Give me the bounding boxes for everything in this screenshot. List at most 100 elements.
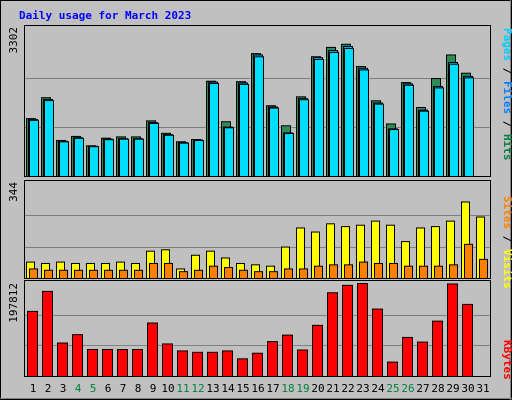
day-label: 2 bbox=[45, 382, 52, 395]
kbytes-panel: 197812 KBytes bbox=[7, 280, 512, 380]
pages-bar bbox=[164, 134, 174, 178]
sites-bar bbox=[194, 269, 203, 280]
pages-bar bbox=[104, 139, 114, 178]
kbytes-bar bbox=[282, 334, 293, 377]
pages-bar bbox=[389, 129, 399, 178]
files-legend: Files bbox=[501, 81, 512, 114]
pages-bar bbox=[329, 51, 339, 177]
kbytes-bar bbox=[252, 352, 263, 378]
pages-bar bbox=[299, 99, 309, 177]
day-label: 15 bbox=[236, 382, 249, 395]
kbytes-bar bbox=[402, 336, 413, 378]
day-label: 14 bbox=[221, 382, 235, 395]
sites-bar bbox=[134, 269, 143, 280]
pages-bar bbox=[374, 103, 384, 177]
sites-bar bbox=[59, 269, 68, 280]
day-label: 29 bbox=[446, 382, 459, 395]
sites-legend: Sites bbox=[501, 196, 512, 229]
sites-bar bbox=[359, 261, 368, 279]
kbytes-bar bbox=[312, 324, 323, 377]
pages-bar bbox=[74, 137, 84, 178]
day-label: 13 bbox=[206, 382, 219, 395]
day-label: 7 bbox=[120, 382, 127, 395]
day-label: 19 bbox=[296, 382, 309, 395]
sites-bar bbox=[344, 264, 353, 280]
day-label: 31 bbox=[476, 382, 489, 395]
pages-bar bbox=[239, 83, 249, 177]
kbytes-bar bbox=[132, 349, 143, 378]
visits-ymax-label: 344 bbox=[7, 182, 20, 202]
day-label: 10 bbox=[161, 382, 174, 395]
kbytes-bar bbox=[102, 349, 113, 378]
legend-separator: / bbox=[501, 114, 512, 134]
hits-panel: 3302 Pages / Files / Hits bbox=[7, 25, 512, 178]
pages-bar bbox=[194, 140, 204, 178]
pages-bar bbox=[209, 83, 219, 177]
kbytes-axis-title: KBytes bbox=[501, 340, 512, 380]
day-label: 17 bbox=[266, 382, 279, 395]
hits-legend: Hits bbox=[501, 134, 512, 161]
pages-bar bbox=[344, 47, 354, 178]
hits-ymax-label: 3302 bbox=[7, 27, 20, 54]
sites-bar bbox=[449, 264, 458, 280]
sites-bar bbox=[299, 268, 308, 279]
pages-legend: Pages bbox=[501, 28, 512, 61]
day-label: 26 bbox=[401, 382, 414, 395]
day-label: 9 bbox=[150, 382, 157, 395]
pages-bar bbox=[224, 127, 234, 178]
kbytes-bar bbox=[162, 343, 173, 378]
day-label: 16 bbox=[251, 382, 264, 395]
pages-bar bbox=[434, 87, 444, 177]
pages-bar bbox=[89, 146, 99, 178]
day-label: 23 bbox=[356, 382, 369, 395]
sites-bar bbox=[224, 267, 233, 279]
kbytes-bar bbox=[72, 334, 83, 377]
sites-bar bbox=[434, 265, 443, 280]
kbytes-bar bbox=[192, 351, 203, 378]
sites-bar bbox=[404, 265, 413, 280]
sites-bar bbox=[269, 271, 278, 280]
kbytes-bar bbox=[432, 320, 443, 377]
legend-separator: / bbox=[501, 229, 512, 249]
day-label: 8 bbox=[135, 382, 142, 395]
day-label: 1 bbox=[30, 382, 37, 395]
day-label: 20 bbox=[311, 382, 324, 395]
day-label: 5 bbox=[90, 382, 97, 395]
pages-bar bbox=[119, 138, 129, 178]
day-label: 4 bbox=[75, 382, 82, 395]
kbytes-bar bbox=[447, 283, 458, 378]
sites-bar bbox=[239, 269, 248, 280]
kbytes-bar bbox=[222, 350, 233, 378]
kbytes-bar bbox=[57, 342, 68, 378]
sites-bar bbox=[419, 265, 428, 280]
kbytes-bar bbox=[372, 308, 383, 377]
pages-bar bbox=[44, 100, 54, 177]
pages-bar bbox=[134, 138, 144, 178]
sites-bar bbox=[104, 269, 113, 280]
day-label: 24 bbox=[371, 382, 385, 395]
day-label: 21 bbox=[326, 382, 339, 395]
legend-separator: / bbox=[501, 61, 512, 81]
kbytes-bar bbox=[297, 349, 308, 378]
pages-bar bbox=[449, 63, 459, 177]
sites-bar bbox=[44, 269, 53, 280]
kbytes-bar bbox=[357, 282, 368, 378]
day-label: 28 bbox=[431, 382, 444, 395]
pages-bar bbox=[464, 77, 474, 177]
sites-bar bbox=[89, 269, 98, 280]
kbytes-bar bbox=[207, 351, 218, 378]
kbytes-bar bbox=[177, 350, 188, 378]
sites-bar bbox=[164, 262, 173, 279]
sites-bar bbox=[389, 262, 398, 279]
sites-bar bbox=[149, 262, 158, 279]
pages-bar bbox=[149, 122, 159, 177]
day-axis: 1 2 3 4 5 6 7 8 9 10 11 12 13 14 15 16 17 18 19 20 21 22 23 24 2… bbox=[30, 382, 490, 395]
kbytes-bar bbox=[117, 349, 128, 378]
kbytes-bar bbox=[42, 290, 53, 377]
day-label: 6 bbox=[105, 382, 112, 395]
visits-axis-title: Sites / Visits bbox=[501, 196, 512, 289]
day-label: 18 bbox=[281, 382, 294, 395]
pages-bar bbox=[254, 56, 264, 177]
kbytes-ymax-label: 197812 bbox=[7, 283, 20, 323]
